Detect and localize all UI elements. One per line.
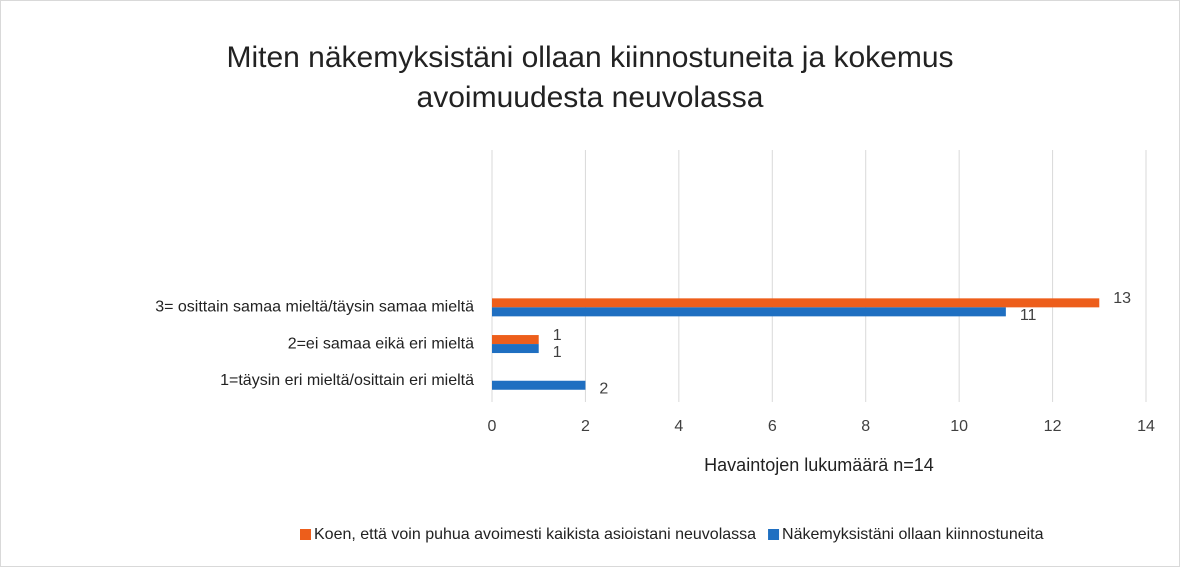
- x-tick-label: 0: [488, 418, 497, 435]
- bar: [492, 335, 539, 345]
- x-tick-label: 10: [950, 418, 968, 435]
- data-label: 11: [1020, 307, 1037, 324]
- bar: [492, 380, 586, 390]
- data-label: 13: [1113, 290, 1131, 307]
- y-tick-label: 2=ei samaa eikä eri mieltä: [288, 335, 474, 352]
- data-label: 1: [553, 327, 562, 344]
- legend-label: Koen, että voin puhua avoimesti kaikista…: [314, 526, 756, 543]
- y-tick-label: 1=täysin eri mieltä/osittain eri mieltä: [220, 372, 474, 389]
- bar: [492, 307, 1006, 317]
- x-tick-label: 14: [1137, 418, 1155, 435]
- chart-title: Miten näkemyksistäni ollaan kiinnostunei…: [226, 41, 954, 114]
- legend-swatch: [768, 529, 780, 540]
- legend-label: Näkemyksistäni ollaan kiinnostuneita: [782, 526, 1044, 543]
- x-tick-label: 12: [1044, 418, 1062, 435]
- bar: [492, 344, 539, 354]
- legend-swatch: [300, 529, 311, 540]
- x-tick-label: 8: [861, 418, 870, 435]
- x-tick-label: 2: [581, 418, 590, 435]
- y-tick-label: 3= osittain samaa mieltä/täysin samaa mi…: [155, 299, 474, 316]
- data-label: 2: [599, 380, 608, 397]
- x-axis-label: Havaintojen lukumäärä n=14: [704, 455, 934, 475]
- x-tick-label: 6: [768, 418, 777, 435]
- x-tick-label: 4: [674, 418, 683, 435]
- bar: [492, 298, 1100, 308]
- data-label: 1: [553, 344, 562, 361]
